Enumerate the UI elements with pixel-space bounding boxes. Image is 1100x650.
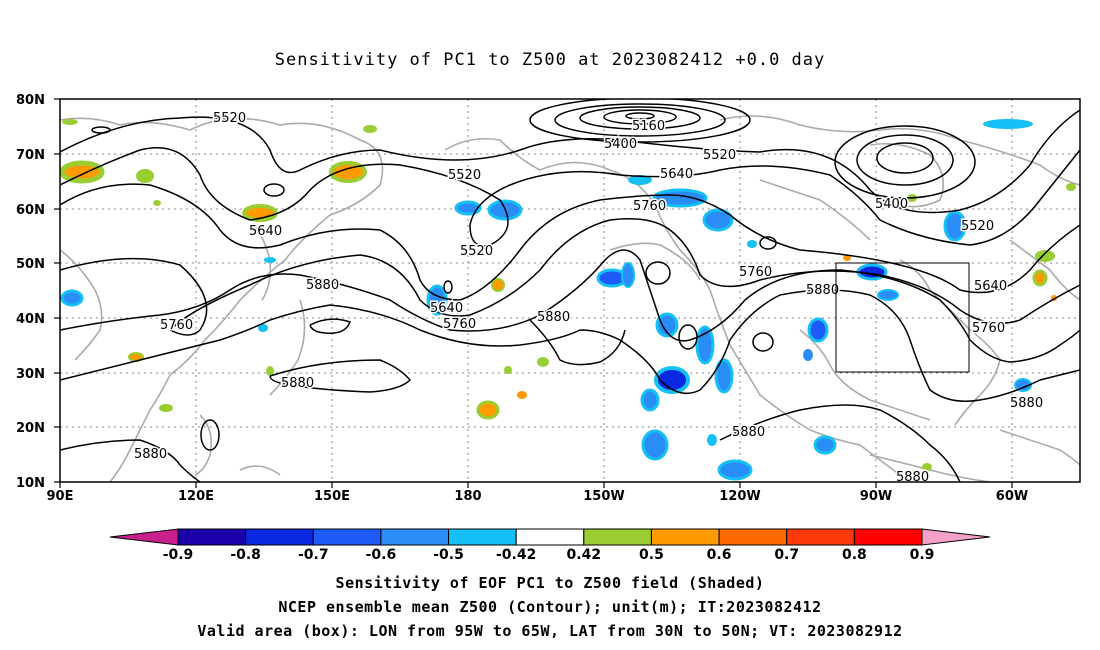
contour-label: 5880 <box>732 425 765 440</box>
caption-line-3: Valid area (box): LON from 95W to 65W, L… <box>197 622 903 640</box>
lon-label: 180 <box>454 489 481 504</box>
colorbar-cell <box>177 528 247 546</box>
map-frame <box>59 98 1081 483</box>
colorbar-cell <box>650 528 720 546</box>
contour-label: 5640 <box>660 167 693 182</box>
colorbar-label: 0.9 <box>910 547 935 563</box>
lon-label: 120W <box>719 489 760 504</box>
shaded-sensitivity <box>60 119 1076 481</box>
lon-label: 120E <box>178 489 214 504</box>
contour-label: 5640 <box>249 224 282 239</box>
coastlines <box>60 115 1080 482</box>
valid-area-box <box>835 262 970 373</box>
contour-label: 5520 <box>213 111 246 126</box>
contour-label: 5520 <box>460 244 493 259</box>
colorbar-label: 0.6 <box>707 547 732 563</box>
lat-label: 50N <box>16 257 45 272</box>
colorbar-high-end <box>921 528 991 546</box>
colorbar-label: -0.5 <box>433 547 464 563</box>
contour-label: 5880 <box>537 310 570 325</box>
colorbar-label: -0.7 <box>298 547 329 563</box>
contour-label: 5640 <box>974 279 1007 294</box>
colorbar-label: -0.9 <box>163 547 194 563</box>
colorbar-label: -0.42 <box>496 547 536 563</box>
contour-label: 5760 <box>633 199 666 214</box>
colorbar-cell <box>786 528 855 546</box>
colorbar-label: -0.8 <box>230 547 261 563</box>
contour-label: 5760 <box>443 317 476 332</box>
lat-label: 30N <box>16 367 45 382</box>
colorbar-cell <box>515 528 585 546</box>
colorbar-label: 0.7 <box>774 547 799 563</box>
colorbar-label: 0.42 <box>567 547 602 563</box>
contour-label: 5640 <box>430 301 463 316</box>
lat-label: 20N <box>16 421 45 436</box>
colorbar-label: 0.5 <box>639 547 664 563</box>
contour-label: 5760 <box>739 265 772 280</box>
lat-labels: 80N 70N 60N 50N 40N 30N 20N 10N <box>16 93 45 491</box>
colorbar-cell <box>245 528 314 546</box>
contour-label: 5520 <box>703 148 736 163</box>
colorbar-cell <box>718 528 788 546</box>
lat-label: 60N <box>16 203 45 218</box>
colorbar-label: -0.6 <box>366 547 397 563</box>
caption-line-2: NCEP ensemble mean Z500 (Contour); unit(… <box>278 598 822 616</box>
lon-label: 150E <box>314 489 350 504</box>
contour-label: 5880 <box>281 376 314 391</box>
axis-ticks <box>54 98 1013 488</box>
contour-labels: 5520 5160 5400 5520 5520 5640 5760 5400 … <box>133 110 1045 485</box>
caption-line-1: Sensitivity of EOF PC1 to Z500 field (Sh… <box>335 574 765 592</box>
colorbar-cell <box>312 528 382 546</box>
lat-label: 40N <box>16 312 45 327</box>
contour-label: 5880 <box>1010 396 1043 411</box>
gridlines <box>60 99 1080 482</box>
colorbar-low-end <box>109 528 179 546</box>
lon-label: 60W <box>996 489 1028 504</box>
lat-label: 10N <box>16 476 45 491</box>
colorbar-cell <box>583 528 652 546</box>
contour-label: 5760 <box>160 318 193 333</box>
contour-label: 5520 <box>448 168 481 183</box>
contour-label: 5880 <box>134 447 167 462</box>
lat-label: 80N <box>16 93 45 108</box>
plot-title: Sensitivity of PC1 to Z500 at 2023082412… <box>274 50 826 70</box>
lon-label: 150W <box>583 489 624 504</box>
lon-labels: 90E 120E 150E 180 150W 120W 90W 60W <box>47 489 1029 504</box>
colorbar-cell <box>853 528 923 546</box>
lat-label: 70N <box>16 148 45 163</box>
contour-label: 5880 <box>896 470 929 485</box>
lon-label: 90W <box>860 489 892 504</box>
colorbar-label: 0.8 <box>842 547 867 563</box>
contour-label: 5880 <box>306 278 339 293</box>
lon-label: 90E <box>47 489 74 504</box>
colorbar: -0.9 -0.8 -0.7 -0.6 -0.5 -0.42 0.42 0.5 0.6 0.7 0.… <box>109 528 991 563</box>
z500-contours <box>60 99 1080 482</box>
colorbar-cell <box>448 528 517 546</box>
contour-label: 5520 <box>961 219 994 234</box>
contour-label: 5400 <box>875 197 908 212</box>
contour-label: 5760 <box>972 321 1005 336</box>
colorbar-cell <box>380 528 450 546</box>
contour-label: 5880 <box>806 283 839 298</box>
contour-label: 5400 <box>604 137 637 152</box>
contour-label: 5160 <box>632 119 665 134</box>
